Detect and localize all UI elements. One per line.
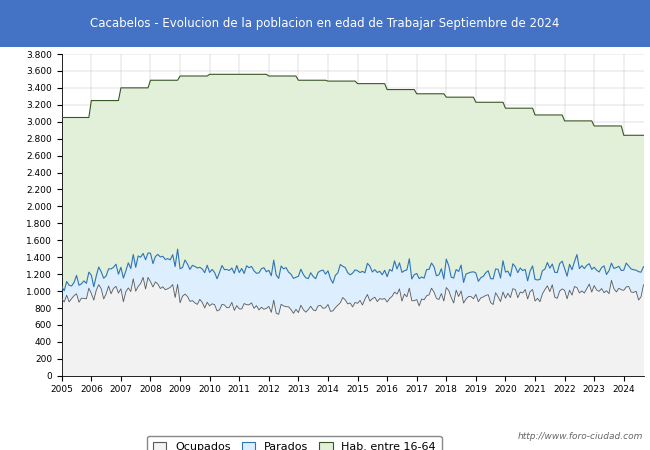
Text: Cacabelos - Evolucion de la poblacion en edad de Trabajar Septiembre de 2024: Cacabelos - Evolucion de la poblacion en… — [90, 17, 560, 30]
Legend: Ocupados, Parados, Hab. entre 16-64: Ocupados, Parados, Hab. entre 16-64 — [148, 436, 441, 450]
Text: http://www.foro-ciudad.com: http://www.foro-ciudad.com — [518, 432, 644, 441]
